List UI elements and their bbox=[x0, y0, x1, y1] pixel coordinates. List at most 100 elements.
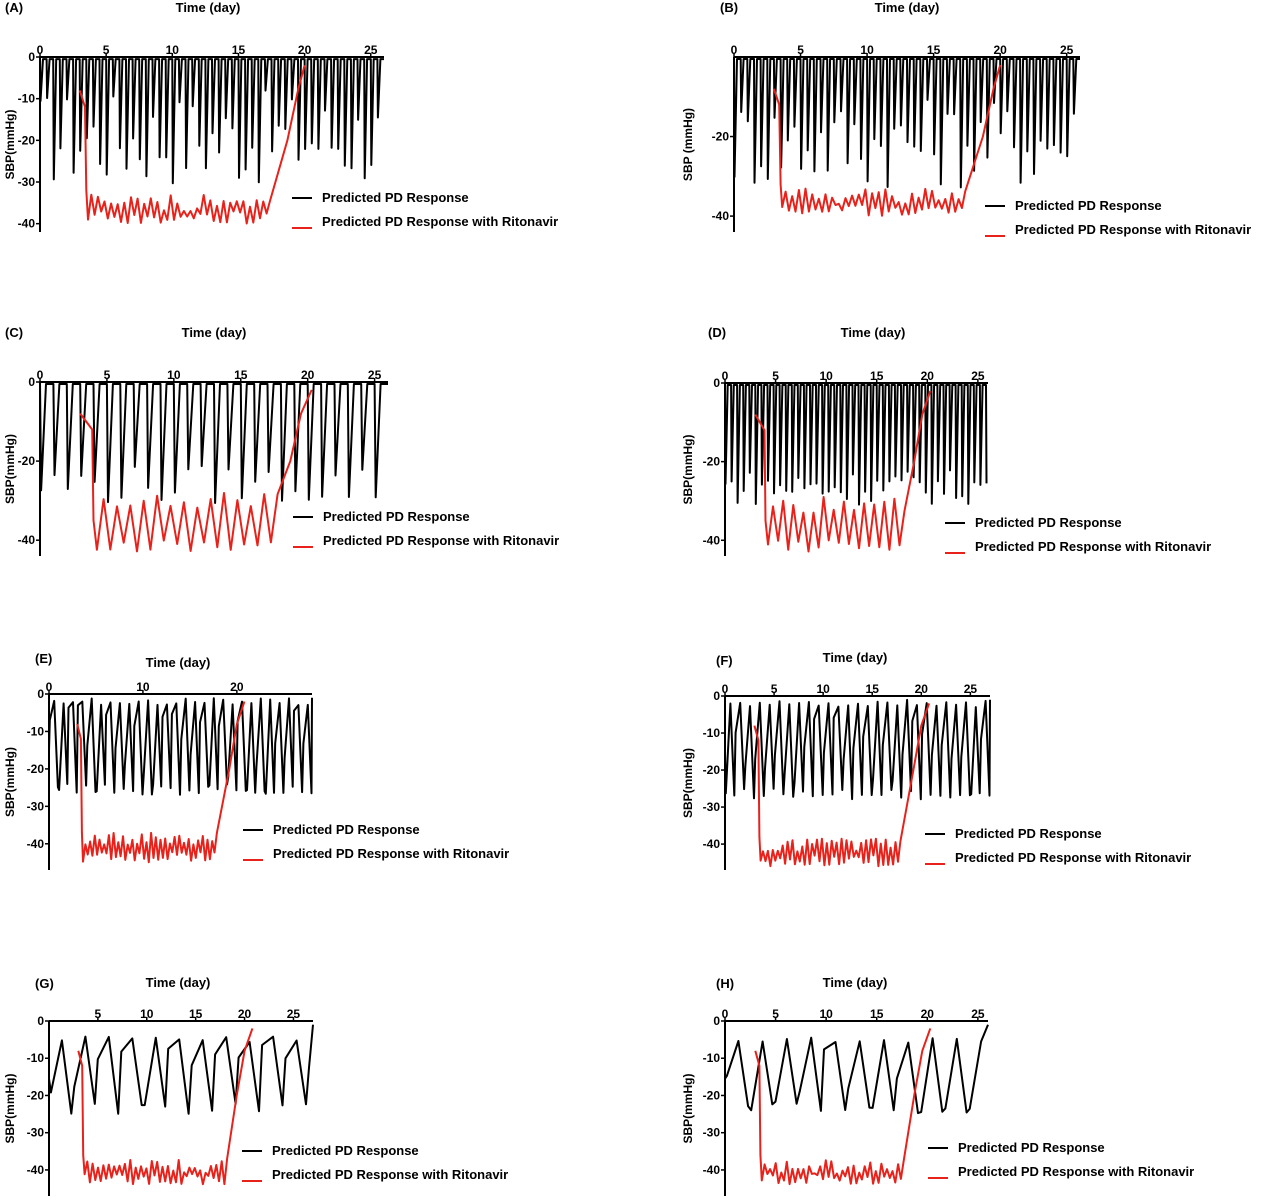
x-axis-title: Time (day) bbox=[823, 650, 888, 665]
legend: Predicted PD Response Predicted PD Respon… bbox=[945, 515, 1211, 554]
series-line-ritonavir bbox=[78, 65, 306, 225]
series-line-predicted bbox=[39, 381, 388, 504]
x-axis-title: Time (day) bbox=[182, 325, 247, 340]
x-tick-label: 5 bbox=[104, 368, 111, 382]
y-tick-label: -40 bbox=[27, 837, 45, 851]
x-tick-label: 15 bbox=[870, 1007, 884, 1021]
x-tick-label: 0 bbox=[46, 680, 53, 694]
x-tick-label: 5 bbox=[797, 43, 804, 57]
legend-label-predicted: Predicted PD Response bbox=[975, 515, 1122, 530]
x-axis-title: Time (day) bbox=[176, 0, 241, 15]
panel-a: (A) Time (day) SBP(mmHg) 0 5 10 15 20 25 0 -10 -20 -… bbox=[3, 0, 558, 232]
y-tick-label: -20 bbox=[703, 455, 721, 469]
x-tick-label: 15 bbox=[234, 368, 248, 382]
y-tick-label: -30 bbox=[703, 1126, 721, 1140]
legend: Predicted PD Response Predicted PD Respon… bbox=[242, 1143, 508, 1182]
series-line-predicted bbox=[48, 1024, 314, 1115]
x-tick-label: 10 bbox=[860, 43, 874, 57]
legend-label-ritonavir: Predicted PD Response with Ritonavir bbox=[322, 214, 558, 229]
y-tick-label: -40 bbox=[703, 837, 721, 851]
x-axis-title: Time (day) bbox=[823, 975, 888, 990]
legend-label-predicted: Predicted PD Response bbox=[273, 822, 420, 837]
x-tick-label: 10 bbox=[819, 369, 833, 383]
legend: Predicted PD Response Predicted PD Respon… bbox=[292, 190, 558, 229]
series-line-predicted bbox=[39, 56, 384, 185]
legend-label-predicted: Predicted PD Response bbox=[955, 826, 1102, 841]
x-tick-label: 0 bbox=[722, 682, 729, 696]
y-tick-label: -40 bbox=[712, 209, 730, 223]
x-tick-label: 5 bbox=[772, 369, 779, 383]
x-tick-label: 10 bbox=[166, 43, 180, 57]
x-tick-label: 15 bbox=[232, 43, 246, 57]
legend-label-predicted: Predicted PD Response bbox=[1015, 198, 1162, 213]
panel-e: (E) Time (day) SBP(mmHg) 0 10 20 0 -10 -20 -30 -40… bbox=[3, 651, 509, 870]
y-tick-label: -30 bbox=[703, 800, 721, 814]
y-tick-label: -40 bbox=[27, 1163, 45, 1177]
y-axis-title: SBP (mmHg) bbox=[681, 108, 695, 181]
panel-label: (D) bbox=[708, 325, 726, 340]
legend: Predicted PD Response Predicted PD Respon… bbox=[293, 509, 559, 548]
panel-g: (G) Time (day) SBP(mmHg) 5 10 15 20 25 0 -10 -20 -3… bbox=[3, 975, 508, 1196]
x-tick-label: 25 bbox=[964, 682, 978, 696]
panel-c: (C) Time (day) SBP(mmHg) 0 5 10 15 20 25 0 -20 -40 P… bbox=[3, 325, 559, 556]
legend-label-ritonavir: Predicted PD Response with Ritonavir bbox=[975, 539, 1211, 554]
x-tick-label: 5 bbox=[771, 682, 778, 696]
x-tick-label: 5 bbox=[95, 1007, 102, 1021]
series-line-ritonavir bbox=[772, 64, 1002, 217]
x-tick-label: 5 bbox=[103, 43, 110, 57]
series-line-predicted bbox=[724, 1024, 989, 1115]
y-tick-label: 0 bbox=[37, 1014, 44, 1028]
y-tick-label: -20 bbox=[703, 1088, 721, 1102]
y-tick-label: -30 bbox=[27, 799, 45, 813]
legend-label-ritonavir: Predicted PD Response with Ritonavir bbox=[273, 846, 509, 861]
y-axis-title: SBP(mmHg) bbox=[3, 434, 17, 504]
x-tick-label: 25 bbox=[1060, 43, 1074, 57]
x-tick-label: 10 bbox=[819, 1007, 833, 1021]
y-tick-label: -10 bbox=[703, 726, 721, 740]
y-tick-label: -20 bbox=[18, 133, 36, 147]
y-axis-title: SBP(mmHg) bbox=[3, 109, 17, 179]
x-tick-label: 0 bbox=[37, 368, 44, 382]
legend-label-predicted: Predicted PD Response bbox=[272, 1143, 419, 1158]
legend: Predicted PD Response Predicted PD Respon… bbox=[925, 826, 1191, 865]
x-tick-label: 20 bbox=[230, 680, 244, 694]
y-tick-label: -20 bbox=[27, 762, 45, 776]
y-tick-label: 0 bbox=[28, 375, 35, 389]
series-line-predicted bbox=[724, 382, 988, 506]
series-line-predicted bbox=[48, 697, 313, 796]
x-tick-label: 0 bbox=[37, 43, 44, 57]
series-line-ritonavir bbox=[754, 390, 932, 553]
legend: Predicted PD Response Predicted PD Respon… bbox=[243, 822, 509, 861]
y-axis-title: SBP(mmHg) bbox=[3, 747, 17, 817]
y-tick-label: -40 bbox=[703, 533, 721, 547]
panel-b: (B) Time (day) SBP (mmHg) 0 5 10 15 20 25 -20 -40 P… bbox=[681, 0, 1251, 237]
x-tick-label: 0 bbox=[722, 369, 729, 383]
legend-label-ritonavir: Predicted PD Response with Ritonavir bbox=[958, 1164, 1194, 1179]
panel-label: (E) bbox=[35, 651, 52, 666]
x-tick-label: 10 bbox=[136, 680, 150, 694]
panel-f: (F) Time (day) SBP(mmHg) 0 5 10 15 20 25 0 -10 -20 -… bbox=[681, 650, 1191, 870]
series-line-predicted bbox=[733, 56, 1080, 189]
y-tick-label: -20 bbox=[712, 130, 730, 144]
y-tick-label: -40 bbox=[703, 1163, 721, 1177]
panel-label: (G) bbox=[35, 976, 54, 991]
y-tick-label: 0 bbox=[28, 50, 35, 64]
y-tick-label: 0 bbox=[713, 376, 720, 390]
x-tick-label: 20 bbox=[921, 1007, 935, 1021]
panel-label: (C) bbox=[5, 325, 23, 340]
x-tick-label: 20 bbox=[921, 369, 935, 383]
series-line-ritonavir bbox=[76, 701, 246, 864]
y-axis-title: SBP(mmHg) bbox=[681, 1073, 695, 1143]
panel-label: (A) bbox=[5, 0, 23, 15]
series-line-predicted bbox=[724, 698, 991, 801]
series-line-ritonavir bbox=[753, 703, 931, 868]
x-tick-label: 20 bbox=[993, 43, 1007, 57]
x-tick-label: 0 bbox=[731, 43, 738, 57]
panel-label: (B) bbox=[720, 0, 738, 15]
legend-label-ritonavir: Predicted PD Response with Ritonavir bbox=[323, 533, 559, 548]
y-tick-label: 0 bbox=[713, 689, 720, 703]
y-tick-label: -30 bbox=[27, 1126, 45, 1140]
y-tick-label: -10 bbox=[703, 1051, 721, 1065]
y-tick-label: 0 bbox=[37, 687, 44, 701]
